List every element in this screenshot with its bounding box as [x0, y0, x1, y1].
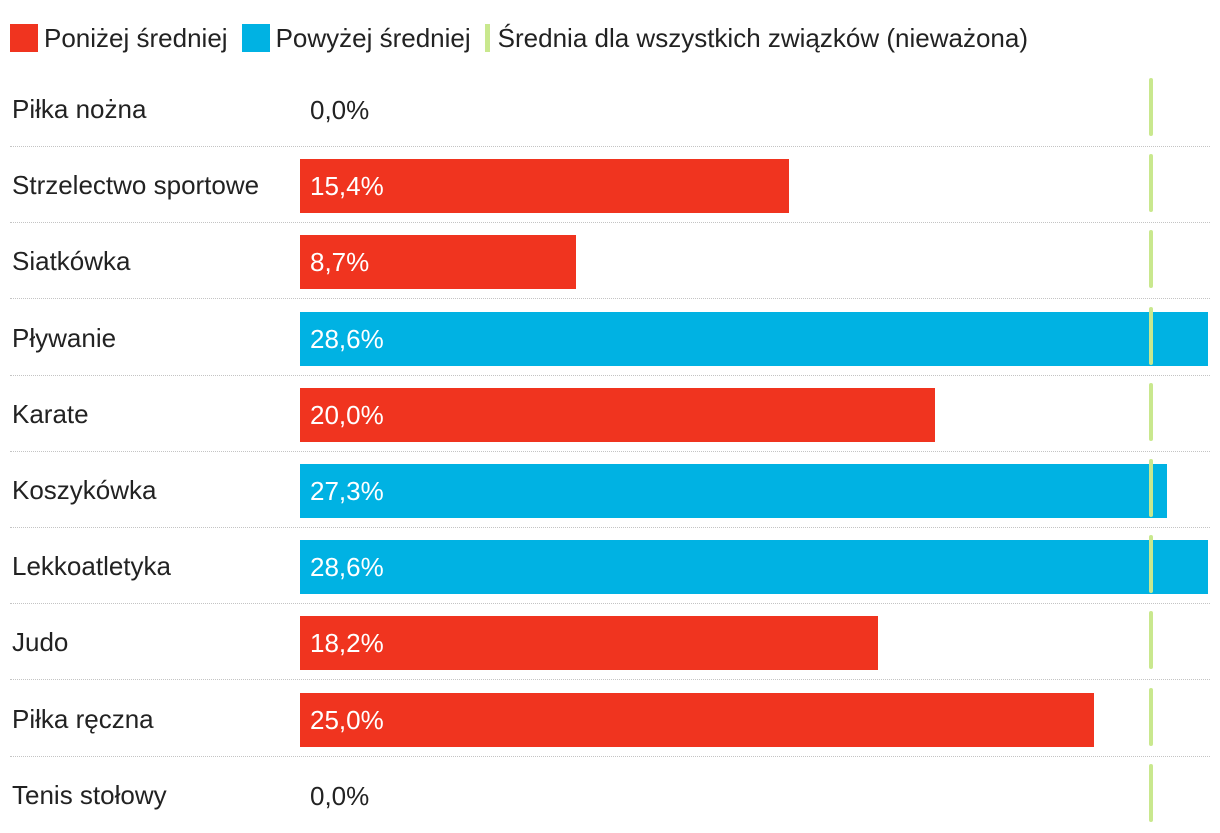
average-line [1148, 611, 1153, 670]
bar-row: Lekkoatletyka 28,6% [0, 528, 1220, 605]
legend-swatch-below [10, 24, 38, 52]
bar-row: Piłka nożna 0,0% [0, 71, 1220, 147]
value-label: 28,6% [310, 552, 384, 583]
bar [300, 235, 577, 290]
category-label: Tenis stołowy [12, 779, 167, 810]
legend-item-average: Średnia dla wszystkich związków (nieważo… [484, 22, 1028, 54]
bar-row: Karate 20,0% [0, 376, 1220, 452]
bar-row: Pływanie 28,6% [0, 300, 1220, 376]
bar [300, 616, 878, 671]
bar [300, 540, 1208, 595]
bar [300, 311, 1208, 366]
bar [300, 692, 1094, 747]
row-divider [10, 603, 1210, 605]
average-line [1148, 459, 1153, 517]
category-label: Piłka nożna [12, 94, 147, 124]
row-divider [10, 374, 1210, 376]
category-label: Lekkoatletyka [12, 551, 171, 582]
value-label: 20,0% [310, 399, 384, 430]
value-label: 28,6% [310, 323, 384, 354]
row-divider [10, 298, 1210, 300]
legend-label-average: Średnia dla wszystkich związków (nieważo… [497, 22, 1028, 53]
row-divider [10, 450, 1210, 452]
legend-label-below: Poniżej średniej [44, 22, 228, 53]
bar-row: Piłka ręczna 25,0% [0, 681, 1220, 757]
bar-row: Siatkówka 8,7% [0, 223, 1220, 300]
bar-row: Strzelectwo sportowe 15,4% [0, 147, 1220, 224]
average-line [1148, 230, 1153, 289]
value-label: 27,3% [310, 476, 384, 506]
row-divider [10, 527, 1210, 528]
category-label: Koszykówka [12, 475, 157, 505]
bar [300, 464, 1167, 518]
bar [300, 387, 935, 442]
average-line [1148, 78, 1153, 136]
value-label: 0,0% [310, 780, 370, 811]
legend-item-above: Powyżej średniej [241, 22, 471, 54]
bar-row: Judo 18,2% [0, 604, 1220, 681]
legend-label-above: Powyżej średniej [275, 22, 471, 53]
category-label: Judo [12, 627, 69, 658]
bar-row: Tenis stołowy 0,0% [0, 757, 1220, 833]
row-divider [10, 679, 1210, 681]
category-label: Karate [12, 398, 89, 429]
average-line [1148, 535, 1153, 594]
row-divider [10, 146, 1210, 147]
value-label: 25,0% [310, 704, 384, 735]
category-label: Strzelectwo sportowe [12, 170, 260, 201]
average-line [1148, 687, 1153, 746]
legend-swatch-average [484, 24, 490, 52]
category-label: Pływanie [12, 322, 117, 353]
average-line [1148, 763, 1153, 822]
row-divider [10, 755, 1210, 757]
value-label: 0,0% [310, 95, 370, 125]
average-line [1148, 382, 1153, 441]
legend-swatch-above [241, 24, 270, 52]
category-label: Siatkówka [12, 246, 131, 277]
bar-row: Koszykówka 27,3% [0, 452, 1220, 528]
average-line [1148, 306, 1153, 365]
value-label: 15,4% [310, 171, 384, 202]
value-label: 8,7% [310, 247, 370, 278]
legend-item-below: Poniżej średniej [10, 23, 228, 54]
bar [300, 159, 789, 214]
legend: Poniżej średniej Powyżej średniej Średni… [10, 20, 1042, 56]
category-label: Piłka ręczna [12, 703, 154, 734]
average-line [1148, 154, 1153, 213]
value-label: 18,2% [310, 628, 384, 659]
row-divider [10, 222, 1210, 224]
